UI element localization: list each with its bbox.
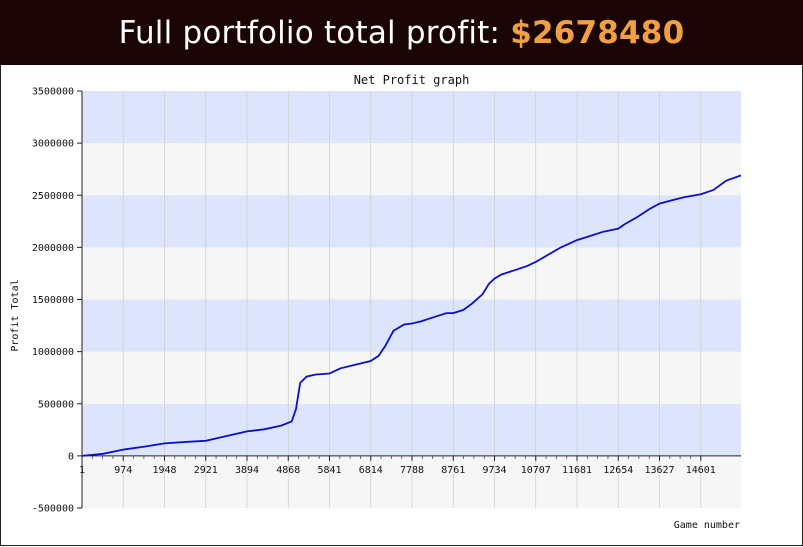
y-tick-label: 500000 <box>38 399 74 410</box>
x-tick-label: 5841 <box>317 465 341 476</box>
y-tick-label: 2500000 <box>32 191 74 202</box>
profit-banner: Full portfolio total profit: $2678480 <box>0 0 803 65</box>
x-tick-label: 6814 <box>359 465 383 476</box>
x-tick-label: 10707 <box>521 465 551 476</box>
chart-title: Net Profit graph <box>354 73 470 87</box>
chart-vertical-grid <box>122 91 702 508</box>
band-5 <box>82 195 741 248</box>
x-tick-label: 7788 <box>400 465 424 476</box>
x-tick-label: 12654 <box>603 465 633 476</box>
y-tick-label: 1500000 <box>32 295 74 306</box>
x-axis-label: Game number <box>674 520 740 531</box>
x-tick-label: 8761 <box>441 465 465 476</box>
y-tick-label: 3500000 <box>32 87 74 98</box>
x-tick-label: 13627 <box>644 465 674 476</box>
x-tick-label: 2921 <box>194 465 218 476</box>
banner-text: Full portfolio total profit: $2678480 <box>119 15 685 51</box>
banner-prefix: Full portfolio total profit: <box>118 14 511 51</box>
band-3 <box>82 299 741 352</box>
x-tick-label: 1948 <box>152 465 176 476</box>
band-0 <box>82 455 741 508</box>
net-profit-chart: -500000 0 500000 1000000 1500000 2000000 25000… <box>10 73 742 531</box>
x-tick-label: 4868 <box>276 465 300 476</box>
y-tick-label: 3000000 <box>32 139 74 150</box>
x-tick-label: 11681 <box>562 465 592 476</box>
y-tick-label: 0 <box>68 451 74 462</box>
banner-amount: $2678480 <box>510 14 685 51</box>
chart-bands <box>82 91 741 508</box>
y-tick-label: 2000000 <box>32 243 74 254</box>
x-tick-label: 1 <box>79 465 85 476</box>
y-tick-label: -500000 <box>32 504 74 515</box>
y-axis-label: Profit Total <box>10 279 21 351</box>
x-tick-labels: 1 974 1948 2921 3894 4868 5841 6814 7788 8761 9734… <box>79 455 716 476</box>
profit-series-line <box>81 174 742 457</box>
band-6 <box>82 143 741 196</box>
y-tick-labels: -500000 0 500000 1000000 1500000 2000000 25000… <box>32 87 82 515</box>
band-4 <box>82 247 741 300</box>
x-tick-label: 3894 <box>235 465 259 476</box>
band-7 <box>82 91 741 144</box>
band-2 <box>82 351 741 404</box>
x-tick-label: 9734 <box>482 465 506 476</box>
x-tick-label: 974 <box>114 465 132 476</box>
band-1 <box>82 403 741 456</box>
x-tick-label: 14601 <box>686 465 716 476</box>
y-tick-label: 1000000 <box>32 347 74 358</box>
